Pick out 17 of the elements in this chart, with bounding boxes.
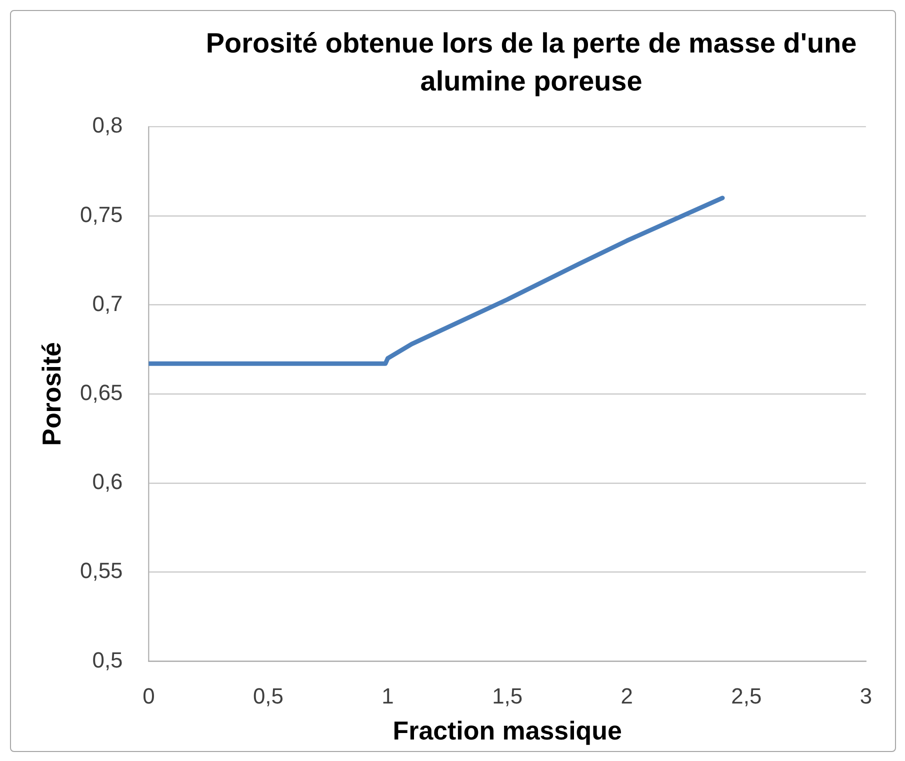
y-tick-label: 0,6 [92,469,123,494]
x-tick-label: 0 [142,683,155,708]
y-tick-label: 0,65 [80,380,123,406]
x-tick-label: 3 [860,683,872,708]
x-tick-label: 2,5 [731,683,762,708]
x-tick-label: 1 [382,683,394,708]
x-axis-title: Fraction massique [392,718,622,746]
x-tick-label: 0,5 [252,683,284,708]
y-tick-label: 0,8 [92,112,123,138]
x-tick-label: 1,5 [492,683,523,708]
y-axis-title: Porosité [38,342,67,446]
y-tick-label: 0,75 [80,202,123,227]
y-tick-label: 0,7 [92,290,123,316]
x-tick-label: 2 [620,683,633,708]
y-tick-label: 0,5 [92,647,123,672]
y-tick-label: 0,55 [80,558,123,584]
chart-title: Porosité obtenue lors de la perte de masse d'une alumine poreuse [206,28,857,97]
